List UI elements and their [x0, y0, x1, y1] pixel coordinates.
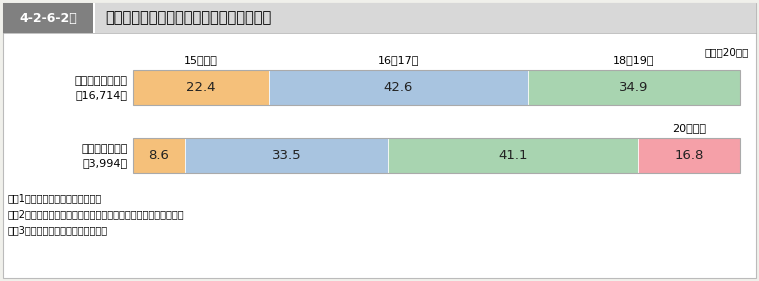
Text: 4-2-6-2図: 4-2-6-2図 [19, 12, 77, 24]
Text: 16.8: 16.8 [674, 149, 704, 162]
Bar [133, 138, 185, 173]
Bar [269, 70, 528, 105]
Bar [133, 138, 740, 173]
Bar [389, 138, 638, 173]
Text: 20歳以上: 20歳以上 [672, 123, 706, 133]
Text: 16・17歳: 16・17歳 [378, 55, 419, 65]
Text: 15歳以下: 15歳以下 [184, 55, 218, 65]
Bar [3, 3, 756, 33]
Text: 8.6: 8.6 [149, 149, 169, 162]
Text: 3　（　）内は，実人員である。: 3 （ ）内は，実人員である。 [8, 225, 108, 235]
Text: 2　保護観察処分少年は，交通短期保護観察の対象者を除く。: 2 保護観察処分少年は，交通短期保護観察の対象者を除く。 [8, 209, 184, 219]
Bar [133, 70, 269, 105]
Text: （平成20年）: （平成20年） [704, 47, 749, 57]
Text: 33.5: 33.5 [272, 149, 301, 162]
Text: 42.6: 42.6 [384, 81, 413, 94]
Text: 少年の保護観察開始人員の年齢層別構成比: 少年の保護観察開始人員の年齢層別構成比 [105, 10, 271, 26]
Text: 保護観察処分少年: 保護観察処分少年 [75, 76, 128, 87]
Bar [528, 70, 740, 105]
Text: 34.9: 34.9 [619, 81, 649, 94]
Text: 注　1　保護観察統計年報による。: 注 1 保護観察統計年報による。 [8, 193, 102, 203]
Bar [3, 3, 93, 33]
Text: （16,714）: （16,714） [76, 90, 128, 101]
Text: 少年院仮退院者: 少年院仮退院者 [81, 144, 128, 155]
Bar [133, 70, 740, 105]
Bar [638, 138, 740, 173]
Text: （3,994）: （3,994） [83, 158, 128, 169]
Bar [93, 3, 95, 33]
Bar [185, 138, 389, 173]
Text: 22.4: 22.4 [186, 81, 216, 94]
Text: 18・19歳: 18・19歳 [613, 55, 655, 65]
Text: 41.1: 41.1 [499, 149, 528, 162]
